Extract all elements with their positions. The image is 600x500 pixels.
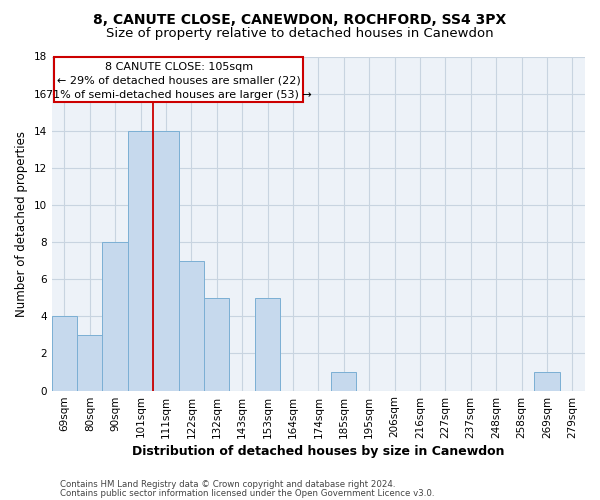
- FancyBboxPatch shape: [54, 56, 303, 102]
- Text: 71% of semi-detached houses are larger (53) →: 71% of semi-detached houses are larger (…: [46, 90, 311, 100]
- Y-axis label: Number of detached properties: Number of detached properties: [15, 130, 28, 316]
- Bar: [534, 372, 560, 390]
- Bar: [331, 372, 356, 390]
- Bar: [255, 298, 280, 390]
- Text: Contains HM Land Registry data © Crown copyright and database right 2024.: Contains HM Land Registry data © Crown c…: [60, 480, 395, 489]
- Bar: [103, 242, 128, 390]
- Text: Contains public sector information licensed under the Open Government Licence v3: Contains public sector information licen…: [60, 488, 434, 498]
- Bar: [153, 130, 179, 390]
- Text: ← 29% of detached houses are smaller (22): ← 29% of detached houses are smaller (22…: [57, 76, 301, 86]
- Bar: [128, 130, 153, 390]
- Text: Size of property relative to detached houses in Canewdon: Size of property relative to detached ho…: [106, 28, 494, 40]
- Text: 8 CANUTE CLOSE: 105sqm: 8 CANUTE CLOSE: 105sqm: [104, 62, 253, 72]
- Text: 8, CANUTE CLOSE, CANEWDON, ROCHFORD, SS4 3PX: 8, CANUTE CLOSE, CANEWDON, ROCHFORD, SS4…: [94, 12, 506, 26]
- Bar: [52, 316, 77, 390]
- Bar: [179, 260, 204, 390]
- Bar: [204, 298, 229, 390]
- X-axis label: Distribution of detached houses by size in Canewdon: Distribution of detached houses by size …: [132, 444, 505, 458]
- Bar: [77, 335, 103, 390]
